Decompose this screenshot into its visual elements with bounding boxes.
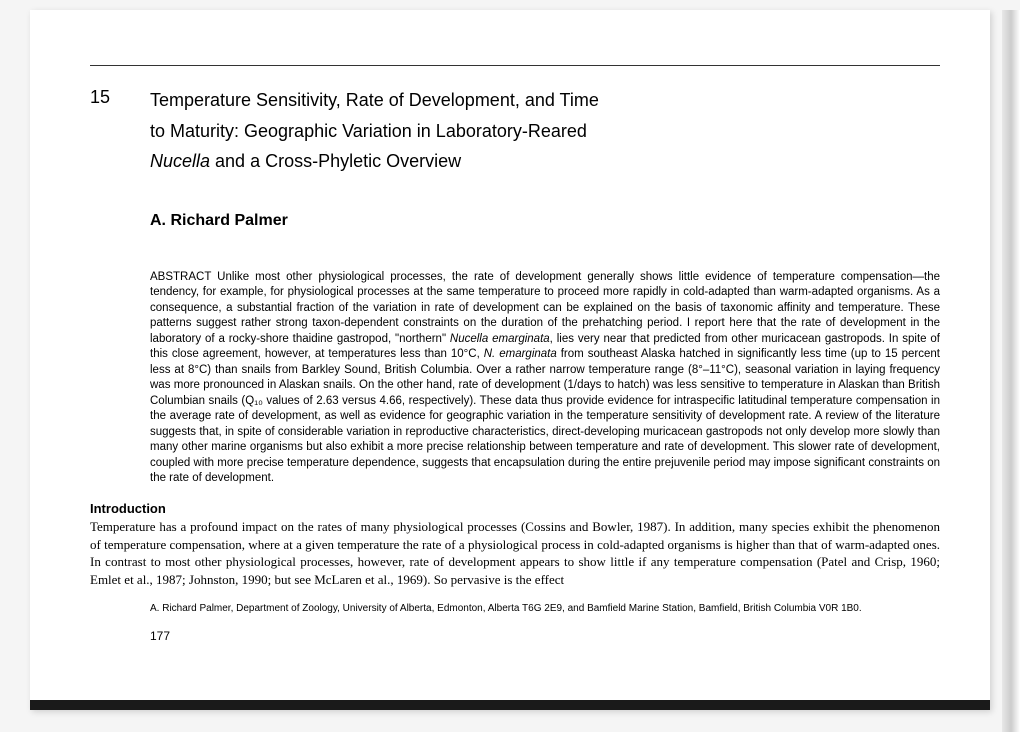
introduction-text: Temperature has a profound impact on the… (90, 518, 940, 588)
bottom-scan-shadow (30, 700, 990, 710)
right-page-edge (1002, 10, 1020, 732)
introduction-heading: Introduction (90, 501, 940, 516)
title-row: 15 Temperature Sensitivity, Rate of Deve… (90, 85, 940, 177)
title-block: Temperature Sensitivity, Rate of Develop… (150, 85, 940, 177)
chapter-number: 15 (90, 85, 150, 108)
title-italic: Nucella (150, 151, 210, 171)
author-name: A. Richard Palmer (150, 212, 940, 230)
abstract-italic-1: Nucella emarginata (450, 333, 550, 345)
scanned-page: 15 Temperature Sensitivity, Rate of Deve… (30, 10, 990, 710)
author-affiliation-footnote: A. Richard Palmer, Department of Zoology… (150, 602, 940, 615)
top-rule (90, 65, 940, 66)
title-line-2: to Maturity: Geographic Variation in Lab… (150, 121, 587, 141)
title-line-1: Temperature Sensitivity, Rate of Develop… (150, 90, 599, 110)
page-content: 15 Temperature Sensitivity, Rate of Deve… (30, 10, 990, 643)
chapter-title: Temperature Sensitivity, Rate of Develop… (150, 85, 940, 177)
abstract-block: ABSTRACT Unlike most other physiological… (150, 270, 940, 487)
abstract-text-3: from southeast Alaska hatched in signifi… (150, 348, 940, 484)
abstract-label: ABSTRACT (150, 271, 211, 283)
page-number: 177 (150, 629, 940, 643)
title-line-3: and a Cross-Phyletic Overview (210, 151, 461, 171)
abstract-italic-2: N. emarginata (484, 348, 557, 360)
